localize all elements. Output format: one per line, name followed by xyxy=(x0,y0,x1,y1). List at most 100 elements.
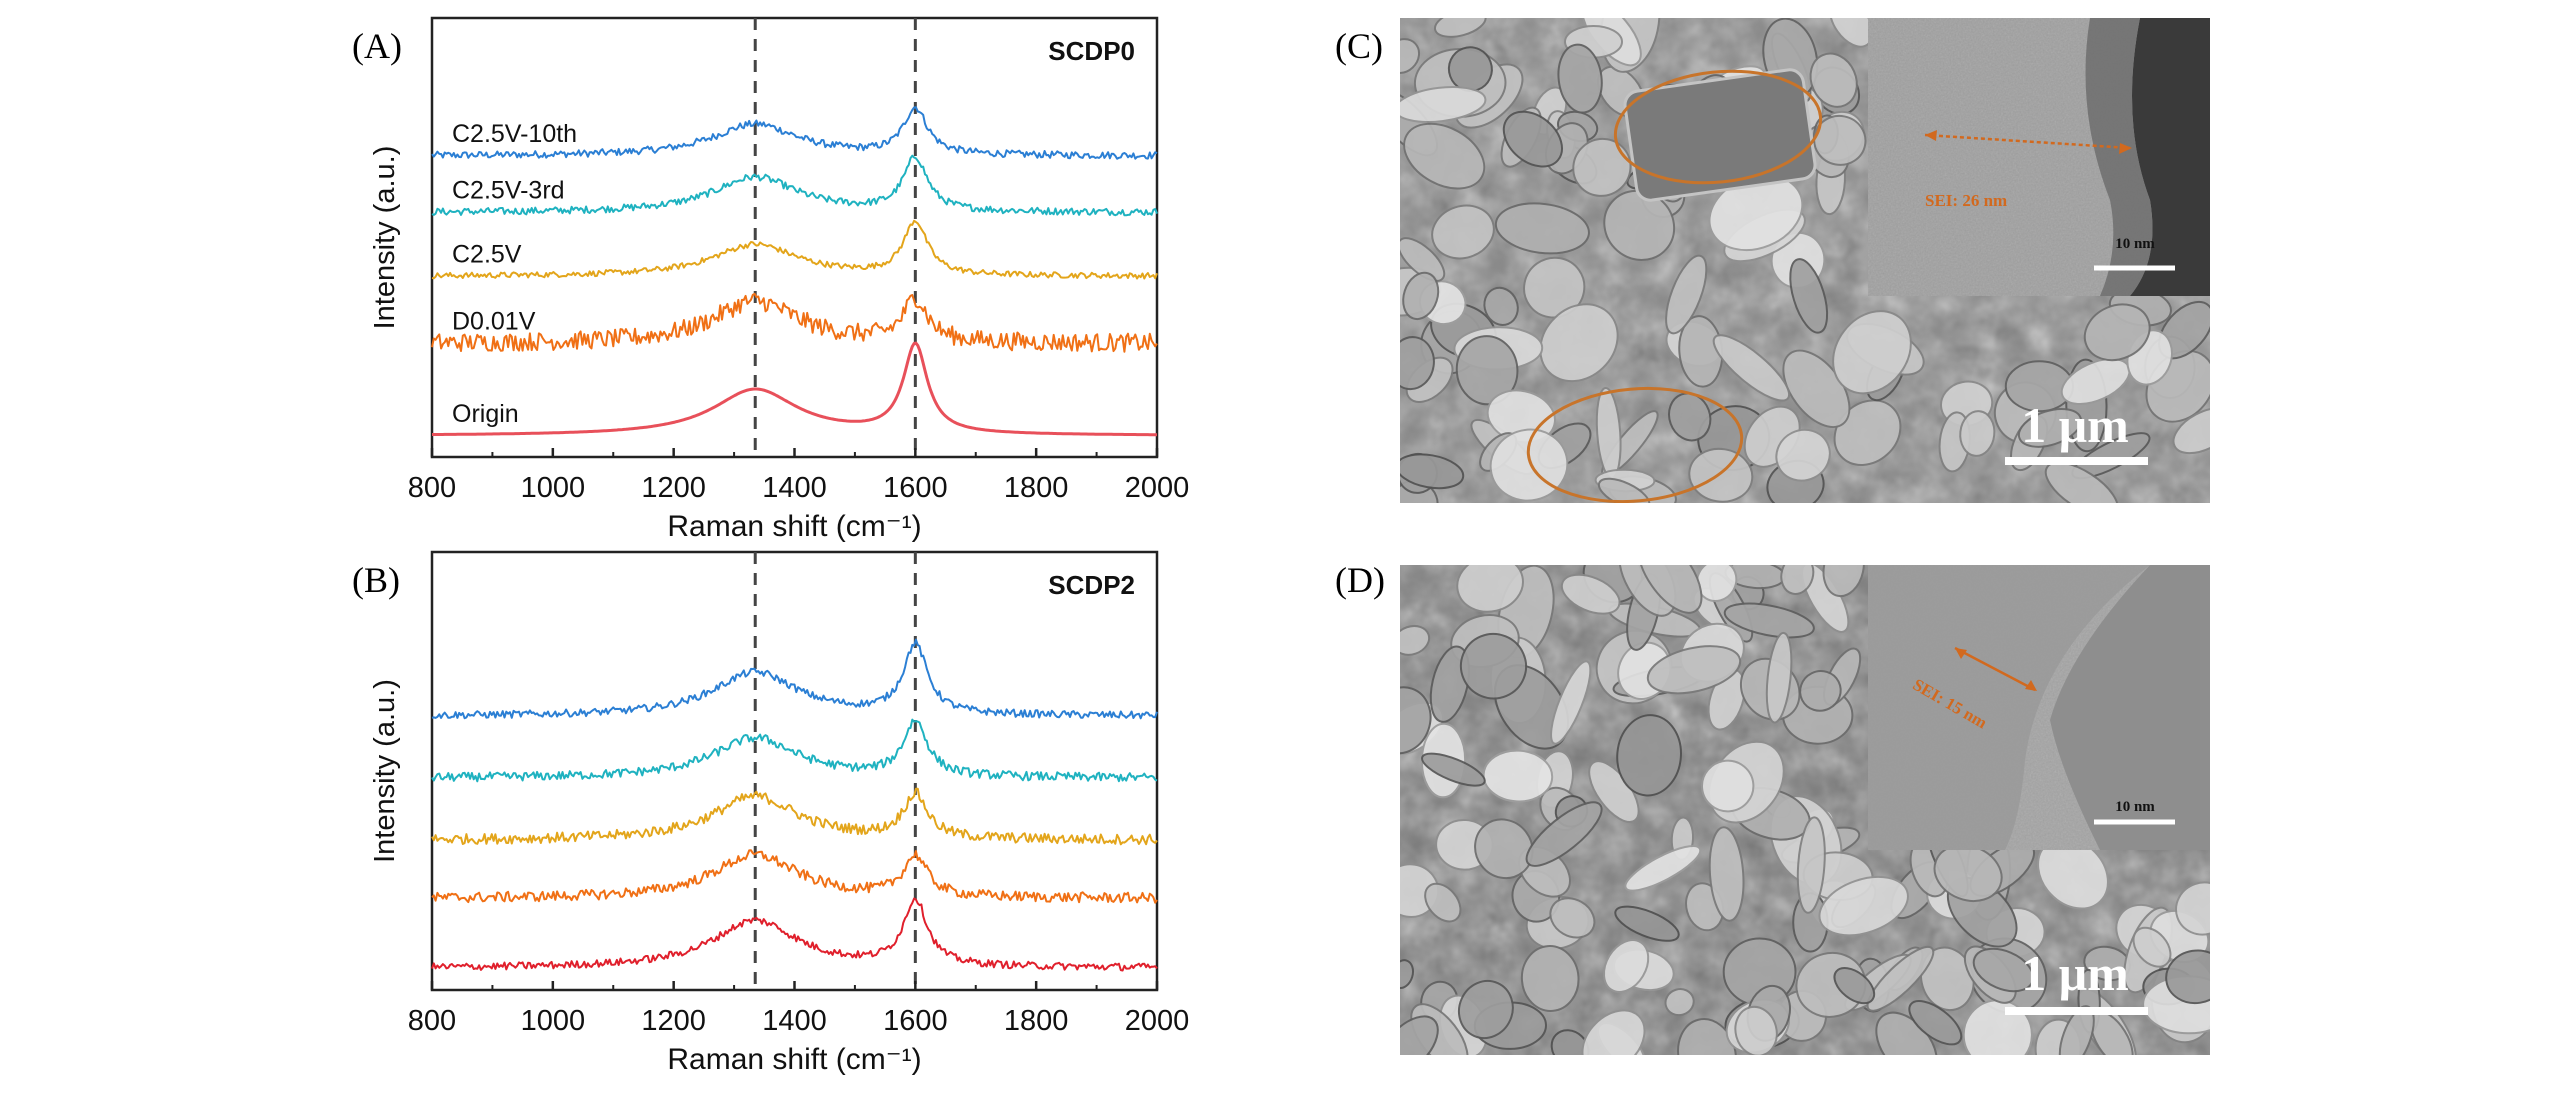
x-tick-label: 1000 xyxy=(521,1005,586,1037)
sem-particle xyxy=(1520,945,1580,1012)
sem-particle xyxy=(1829,18,1874,48)
x-axis-label: Raman shift (cm⁻¹) xyxy=(667,1043,921,1076)
sem-particle xyxy=(1799,670,1842,712)
sem-particle xyxy=(1723,602,1815,639)
series-line-c2-5v-3rd xyxy=(431,718,1158,783)
sem-scale-label: 1 μm xyxy=(2021,945,2129,1001)
panel-a-plot-area: 800 1000 1200 1400 1600 1800 2000 Raman shift (… xyxy=(369,16,1190,543)
sem-particle xyxy=(1400,1015,1439,1055)
sem-particle xyxy=(1557,43,1603,114)
sem-particle xyxy=(1818,875,1909,937)
sem-particle xyxy=(1701,759,1755,813)
x-tick-label: 1200 xyxy=(641,1005,706,1037)
series-line-c2-5v xyxy=(431,787,1158,846)
sem-particle xyxy=(1734,1005,1778,1055)
sem-particle xyxy=(1712,334,1791,402)
x-tick-label: 1600 xyxy=(883,472,948,504)
sem-particle xyxy=(1403,122,1486,190)
series-line-c2-5v xyxy=(431,219,1158,280)
panel-a-label: (A) xyxy=(352,26,402,66)
sem-particle xyxy=(1400,453,1465,490)
series-label: C2.5V-10th xyxy=(452,120,577,148)
tem-particle-region xyxy=(2050,565,2210,850)
sem-particle xyxy=(1664,988,1695,1017)
x-tick-label: 1400 xyxy=(762,472,827,504)
sem-particle xyxy=(1550,660,1592,745)
sem-particle xyxy=(1616,714,1682,797)
tem-sei-layer xyxy=(2085,18,2153,296)
tem-scale-label: 10 nm xyxy=(2115,799,2155,815)
sem-particle xyxy=(1447,46,1493,92)
sem-particle xyxy=(1539,303,1619,383)
sem-particle xyxy=(1789,258,1829,334)
y-axis-label: Intensity (a.u.) xyxy=(369,146,401,330)
sem-particle xyxy=(1400,959,1415,990)
sem-particle xyxy=(1665,254,1708,335)
chart-title: SCDP0 xyxy=(1048,36,1135,66)
sem-particle xyxy=(1866,945,1935,1012)
sem-particle xyxy=(1560,573,1621,615)
sem-particle xyxy=(1646,645,1742,695)
sem-particle xyxy=(1796,816,1826,914)
panel-b-raman-chart: (B) 800 1000 1200 1400 1600 1800 2000 Raman shi… xyxy=(352,550,1189,1076)
sem-particle xyxy=(1550,1029,1590,1055)
sem-particle xyxy=(1572,137,1632,197)
sem-particle xyxy=(2165,949,2210,1005)
sem-scale-label: 1 μm xyxy=(2021,397,2129,453)
tem-sei-annotation: SEI: 26 nm xyxy=(1925,191,2007,210)
x-tick-label: 1800 xyxy=(1004,472,1069,504)
x-tick-label: 800 xyxy=(408,472,456,504)
x-tick-label: 2000 xyxy=(1125,472,1190,504)
sem-particle xyxy=(1775,428,1831,482)
sem-particle xyxy=(1474,818,1534,880)
series-label: Origin xyxy=(452,400,519,428)
series-line-origin-b xyxy=(431,897,1158,972)
sem-particle xyxy=(1908,1000,1963,1046)
panel-d-label: (D) xyxy=(1335,560,1385,600)
x-axis-label: Raman shift (cm⁻¹) xyxy=(667,510,921,543)
sem-particle xyxy=(1402,271,1440,321)
sem-particle xyxy=(2044,461,2119,503)
x-tick-label: 800 xyxy=(408,1005,456,1037)
x-tick-label: 1000 xyxy=(521,472,586,504)
sem-particle xyxy=(1429,645,1471,723)
sem-particle xyxy=(1809,52,1858,108)
sem-particle xyxy=(1624,845,1702,892)
panel-d-sem-image: (D) SEI: 15 nm 10 nm 1 μm xyxy=(1335,560,2210,1055)
sem-particle xyxy=(2083,303,2151,362)
sem-particle xyxy=(2175,881,2210,936)
series-label: C2.5V xyxy=(452,240,522,268)
sem-particle xyxy=(1400,624,1431,656)
plot-frame xyxy=(430,16,1159,459)
sem-particle xyxy=(1614,905,1680,942)
sem-particle xyxy=(1424,882,1462,923)
sem-particle xyxy=(1456,565,1524,613)
panel-a-raman-chart: (A) 800 1000 1200 1400 1600 1800 2000 Raman shi… xyxy=(352,16,1190,543)
panel-c-sem-image: (C) SEI: 26 nm 10 nm xyxy=(1335,18,2210,503)
sem-particle xyxy=(2132,926,2172,968)
sem-particle xyxy=(1688,447,1754,503)
sem-particle xyxy=(1765,631,1793,724)
sem-particle xyxy=(1549,897,1596,939)
series-line-d0-01v xyxy=(431,292,1158,353)
sem-particle xyxy=(1400,237,1446,282)
tem-scale-label: 10 nm xyxy=(2115,236,2155,252)
sem-particle xyxy=(1482,749,1554,803)
tem-film-region xyxy=(1868,565,2150,850)
sem-particle xyxy=(1400,686,1432,755)
x-tick-label: 1200 xyxy=(641,472,706,504)
sem-particle xyxy=(1421,752,1486,787)
sem-particle xyxy=(1637,565,1703,614)
sem-highlight-circle-bottom xyxy=(1526,386,1744,503)
tem-arrow-head-right xyxy=(2119,143,2132,154)
sem-particle xyxy=(1696,565,1738,602)
sem-particle xyxy=(2058,1005,2095,1055)
plot-frame xyxy=(430,550,1159,992)
sem-particle xyxy=(1525,801,1603,867)
sem-particle xyxy=(1400,336,1435,391)
sem-particle xyxy=(2017,407,2083,448)
sem-particle xyxy=(1581,1009,1646,1055)
sem-particle xyxy=(1959,410,1996,457)
sem-particle xyxy=(1602,939,1650,993)
